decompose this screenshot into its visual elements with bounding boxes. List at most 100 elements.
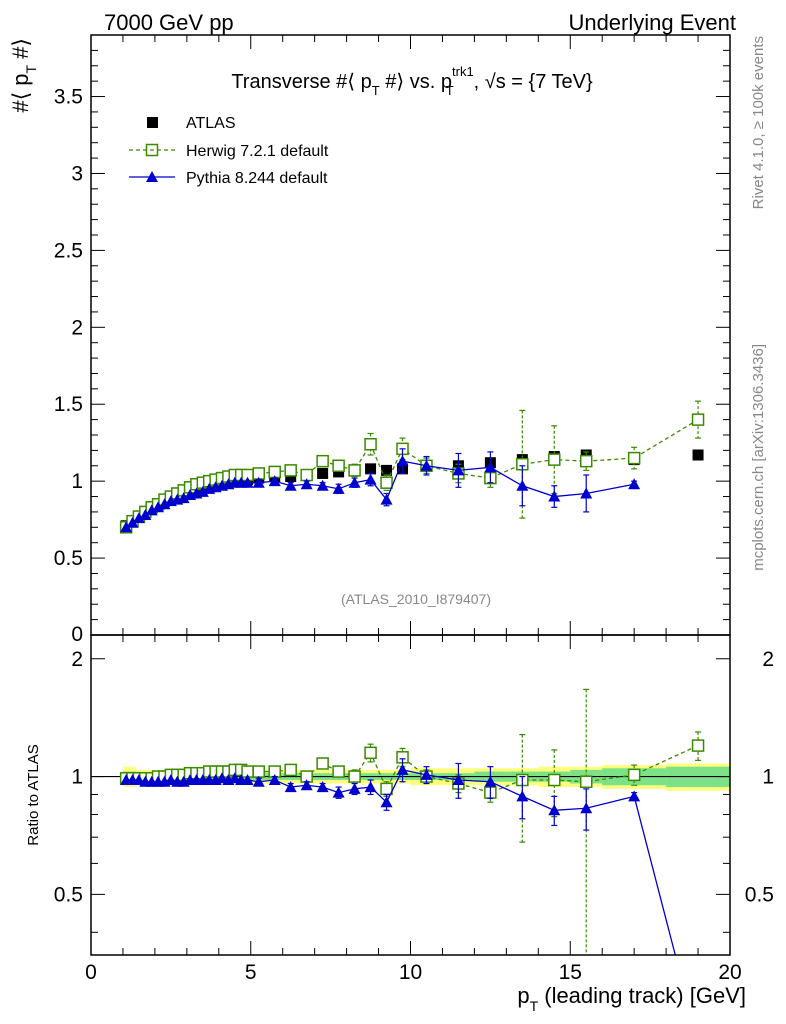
pythia-marker-main-35 xyxy=(580,487,593,499)
herwig-marker-main-22 xyxy=(284,464,297,477)
main-series xyxy=(119,400,705,534)
herwig-marker-ratio-20 xyxy=(252,765,265,778)
ratio-xtick-label-1: 5 xyxy=(245,961,257,984)
main-ytick-label-4: 2.5 xyxy=(54,239,83,262)
main-ytick-label-3: 2 xyxy=(71,316,83,339)
herwig-marker-main-24 xyxy=(316,454,329,468)
mcplots-label: mcplots.cern.ch [arXiv:1306.3436] xyxy=(750,344,767,571)
pythia-marker-main-29 xyxy=(396,455,409,467)
pythia-marker-ratio-22 xyxy=(284,781,297,793)
legend-marker-pythia xyxy=(146,171,158,182)
x-axis-label: pT (leading track) [GeV] xyxy=(517,983,746,1014)
legend-label-herwig: Herwig 7.2.1 default xyxy=(186,143,329,160)
ratio-pythia-line xyxy=(126,769,676,955)
pythia-marker-main-20 xyxy=(252,476,265,488)
ratio-ytick-label-1: 1 xyxy=(71,766,83,789)
pythia-marker-main-25 xyxy=(332,482,345,494)
herwig-marker-ratio-25 xyxy=(332,765,345,778)
pythia-marker-main-22 xyxy=(284,479,297,491)
pythia-marker-main-21 xyxy=(268,475,281,487)
main-ytick-label-2: 1.5 xyxy=(54,393,83,416)
ratio-y-axis-label: Ratio to ATLAS xyxy=(25,744,42,845)
herwig-marker-ratio-24 xyxy=(316,757,329,770)
pythia-marker-ratio-35 xyxy=(580,802,593,814)
atlas-marker-main-27 xyxy=(365,463,377,475)
main-ytick-label-1: 1 xyxy=(71,470,83,493)
pythia-marker-main-6 xyxy=(158,498,171,510)
pythia-marker-ratio-27 xyxy=(364,781,377,793)
pythia-marker-ratio-34 xyxy=(548,804,561,816)
ratio-xtick-label-3: 15 xyxy=(559,961,582,984)
pythia-marker-ratio-23 xyxy=(300,779,313,791)
rivet-label: Rivet 4.1.0, ≥ 100k events xyxy=(750,36,767,209)
pythia-marker-main-19 xyxy=(241,476,254,488)
legend: ATLAS Herwig 7.2.1 default Pythia 8.244 … xyxy=(129,115,329,187)
pythia-marker-ratio-26 xyxy=(348,782,361,794)
header-right-label: Underlying Event xyxy=(568,10,736,35)
pythia-marker-main-3 xyxy=(139,509,152,520)
main-ytick-label-5: 3 xyxy=(71,162,83,185)
pythia-marker-ratio-19 xyxy=(241,773,254,785)
legend-label-pythia: Pythia 8.244 default xyxy=(186,170,328,187)
herwig-marker-ratio-26 xyxy=(348,770,361,783)
pythia-marker-main-0 xyxy=(120,521,133,533)
pythia-marker-main-9 xyxy=(177,492,190,504)
ratio-ytick-right-label-1: 1 xyxy=(762,766,774,789)
ratio-ytick-right-label-2: 2 xyxy=(762,648,774,671)
herwig-marker-ratio-27 xyxy=(364,746,377,760)
pythia-marker-main-33 xyxy=(516,479,529,491)
header-left-label: 7000 GeV pp xyxy=(104,10,234,35)
herwig-marker-main-25 xyxy=(332,459,345,473)
pythia-marker-main-27 xyxy=(364,473,377,485)
pythia-marker-main-32 xyxy=(484,461,497,473)
ratio-ytick-label-0: 0.5 xyxy=(54,883,83,906)
herwig-marker-ratio-36 xyxy=(627,768,641,782)
herwig-marker-ratio-28 xyxy=(380,782,393,796)
pythia-marker-main-1 xyxy=(126,516,139,528)
pythia-marker-ratio-24 xyxy=(316,781,329,793)
atlas-marker-main-37 xyxy=(692,449,704,461)
pythia-marker-main-23 xyxy=(300,478,313,490)
pythia-marker-main-34 xyxy=(548,490,561,502)
pythia-marker-main-4 xyxy=(145,504,158,516)
herwig-marker-main-28 xyxy=(380,476,393,489)
atlas-marker-main-24 xyxy=(317,467,329,479)
herwig-marker-ratio-35 xyxy=(579,775,593,788)
pythia-marker-main-31 xyxy=(452,464,465,476)
herwig-marker-main-35 xyxy=(579,454,593,468)
pythia-marker-main-5 xyxy=(152,501,165,513)
pythia-marker-ratio-32 xyxy=(484,775,497,787)
pythia-marker-main-2 xyxy=(132,512,145,524)
ratio-xtick-label-4: 20 xyxy=(718,961,741,984)
pythia-marker-main-12 xyxy=(196,485,209,497)
pythia-marker-ratio-31 xyxy=(452,773,465,785)
pythia-marker-ratio-29 xyxy=(396,763,409,775)
main-ytick-label-0: 0.5 xyxy=(54,547,83,570)
main-ytick-label-6: 3.5 xyxy=(54,86,83,109)
pythia-marker-ratio-20 xyxy=(252,775,265,787)
legend-label-atlas: ATLAS xyxy=(186,115,236,132)
ratio-xtick-label-0: 0 xyxy=(85,961,97,984)
pythia-marker-ratio-21 xyxy=(268,773,281,785)
analysis-watermark: (ATLAS_2010_I879407) xyxy=(341,591,491,607)
ratio-plot-frame xyxy=(90,634,731,956)
pythia-marker-main-30 xyxy=(420,459,433,471)
ratio-ytick-right-label-0: 0.5 xyxy=(745,883,774,906)
pythia-marker-ratio-30 xyxy=(420,768,433,780)
pythia-marker-ratio-28 xyxy=(380,796,393,808)
herwig-marker-ratio-22 xyxy=(284,763,297,777)
ratio-ytick-label-2: 2 xyxy=(71,648,83,671)
main-ytick-label-zero: 0 xyxy=(71,623,83,646)
pythia-marker-ratio-25 xyxy=(332,786,345,798)
herwig-marker-main-34 xyxy=(548,453,561,466)
herwig-marker-main-27 xyxy=(364,437,377,451)
pythia-marker-main-24 xyxy=(316,479,329,491)
main-y-axis-label: #⟨ pT #⟩ xyxy=(8,38,39,113)
herwig-marker-ratio-34 xyxy=(548,773,561,787)
legend-marker-herwig xyxy=(145,143,159,157)
pythia-marker-main-26 xyxy=(348,476,361,488)
herwig-marker-main-26 xyxy=(348,464,361,477)
herwig-marker-main-37 xyxy=(691,413,705,426)
pythia-marker-ratio-36 xyxy=(628,790,641,802)
